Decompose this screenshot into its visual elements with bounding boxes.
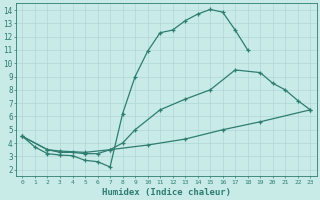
- X-axis label: Humidex (Indice chaleur): Humidex (Indice chaleur): [102, 188, 231, 197]
